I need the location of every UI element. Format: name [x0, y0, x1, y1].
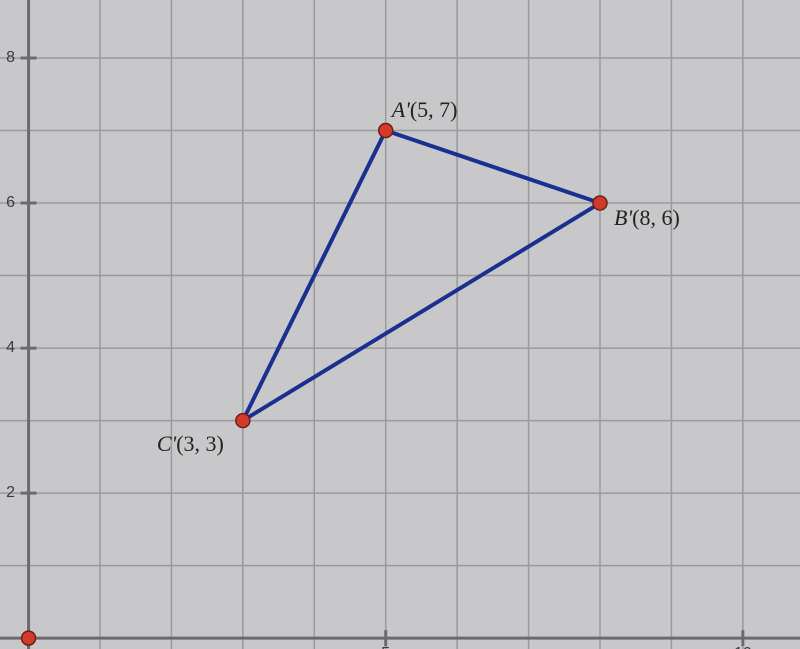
vertex-A — [379, 124, 393, 138]
vertex-C — [236, 414, 250, 428]
y-tick-label: 8 — [6, 49, 15, 67]
y-tick-label: 2 — [6, 484, 15, 502]
point-coords: (8, 6) — [632, 205, 680, 230]
vertex-B — [593, 196, 607, 210]
point-name: C' — [157, 431, 176, 456]
y-tick-label: 6 — [6, 194, 15, 212]
x-tick-label: 5 — [381, 645, 390, 649]
point-coords: (5, 7) — [410, 97, 458, 122]
coordinate-plane: 2 4 6 8 5 10 A'(5, 7) B'(8, 6) C'(3, 3) — [0, 0, 800, 649]
point-name: B' — [614, 205, 632, 230]
point-label-C: C'(3, 3) — [157, 431, 224, 457]
point-coords: (3, 3) — [176, 431, 224, 456]
y-tick-label: 4 — [6, 339, 15, 357]
origin-point — [22, 631, 36, 645]
point-label-B: B'(8, 6) — [614, 205, 680, 231]
point-label-A: A'(5, 7) — [392, 97, 458, 123]
point-name: A' — [392, 97, 410, 122]
x-tick-label: 10 — [734, 645, 752, 649]
